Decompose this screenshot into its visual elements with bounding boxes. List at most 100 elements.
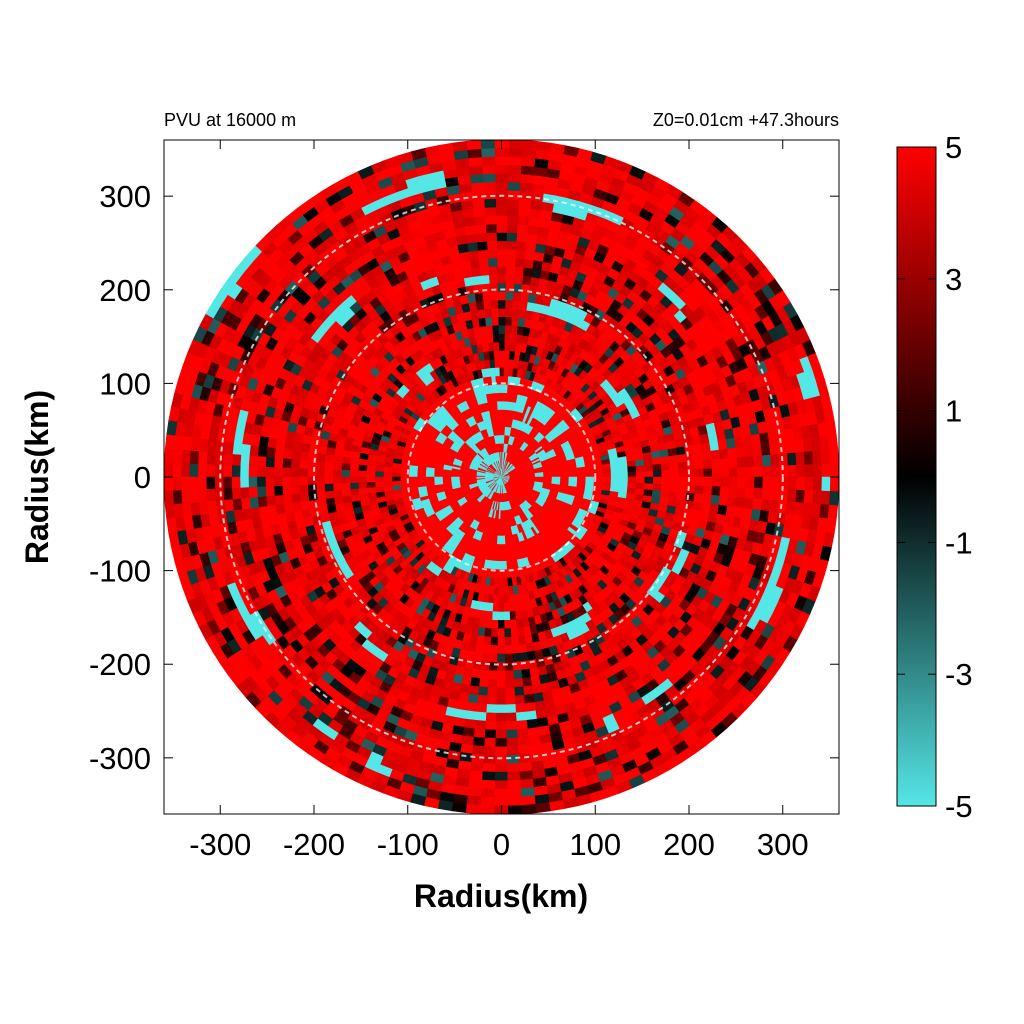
field-cell <box>248 466 258 478</box>
field-cell <box>509 341 516 352</box>
field-cell <box>627 481 637 489</box>
field-cell <box>700 502 712 513</box>
field-cell <box>349 482 359 491</box>
field-cell <box>718 495 729 506</box>
field-cell <box>515 232 528 243</box>
field-cell <box>527 216 541 227</box>
field-cell <box>492 333 500 343</box>
field-cell <box>291 441 303 452</box>
field-cell <box>504 628 512 638</box>
field-cell <box>618 486 628 494</box>
field-cell <box>521 668 532 679</box>
field-cell <box>735 496 746 509</box>
field-cell <box>265 447 276 459</box>
field-cell <box>523 685 534 696</box>
field-cell <box>499 544 504 554</box>
field-cell <box>497 620 506 630</box>
field-cell <box>333 448 344 458</box>
field-cell <box>248 486 259 499</box>
field-cell <box>513 669 524 680</box>
field-cell <box>466 702 479 713</box>
field-cell <box>349 463 359 472</box>
field-cell <box>496 257 507 267</box>
field-cell <box>300 442 311 454</box>
field-cell <box>695 468 705 478</box>
field-cell <box>510 316 519 327</box>
field-cell <box>482 299 492 310</box>
field-cell <box>490 645 499 655</box>
field-cell <box>506 746 520 756</box>
field-cell <box>265 495 276 507</box>
field-cell <box>669 461 679 471</box>
field-cell <box>636 470 646 478</box>
field-cell <box>349 457 360 466</box>
field-cell <box>433 473 443 478</box>
field-cell <box>610 471 620 478</box>
field-cell <box>273 485 284 497</box>
field-cell <box>495 738 508 748</box>
field-cell <box>692 500 703 512</box>
field-cell <box>505 704 517 714</box>
field-cell <box>257 496 268 509</box>
field-cell <box>490 307 499 318</box>
field-cell <box>256 456 267 468</box>
field-cell <box>464 718 477 730</box>
field-cell <box>495 215 508 225</box>
field-cell <box>496 712 507 722</box>
field-cell <box>483 198 497 208</box>
field-cell <box>693 451 704 462</box>
field-cell <box>477 626 486 637</box>
field-cell <box>475 643 485 654</box>
field-cell <box>467 693 479 704</box>
field-cell <box>283 503 294 514</box>
field-cell <box>504 324 512 335</box>
field-cell <box>503 350 510 360</box>
field-cell <box>315 476 325 486</box>
field-cell <box>478 686 489 697</box>
field-cell <box>366 470 376 478</box>
field-cell <box>488 274 498 284</box>
field-cell <box>281 476 292 487</box>
field-cell <box>274 495 285 506</box>
field-cell <box>282 449 293 460</box>
field-cell <box>602 480 612 487</box>
field-cell <box>488 585 495 596</box>
field-cell <box>239 454 250 467</box>
field-cell <box>505 695 517 706</box>
field-cell <box>469 685 480 696</box>
field-cell <box>503 341 511 352</box>
field-cell <box>503 594 510 604</box>
field-cell <box>483 308 492 318</box>
field-cell <box>762 476 772 489</box>
field-cell <box>315 461 326 470</box>
field-cell <box>493 586 500 596</box>
field-cell <box>323 476 334 485</box>
field-cell <box>504 316 512 326</box>
field-cell <box>505 248 517 259</box>
field-cell <box>496 679 507 689</box>
field-cell <box>316 445 328 456</box>
field-cell <box>515 240 527 251</box>
field-cell <box>476 703 488 714</box>
field-cell <box>516 719 529 730</box>
field-cell <box>769 499 780 513</box>
field-cell <box>652 469 663 478</box>
field-cell <box>481 291 491 302</box>
field-cell <box>298 459 309 470</box>
field-cell <box>779 464 789 478</box>
field-cell <box>366 459 377 467</box>
field-cell <box>324 454 335 464</box>
field-cell <box>516 224 529 235</box>
field-cell <box>511 308 520 318</box>
field-cell <box>661 476 671 485</box>
field-cell <box>485 712 497 722</box>
field-cell <box>522 676 533 688</box>
field-cell <box>479 669 490 680</box>
field-cell <box>485 223 497 234</box>
field-cell <box>222 464 233 478</box>
field-cell <box>496 704 507 714</box>
field-cell <box>728 476 739 488</box>
field-cell <box>497 628 506 638</box>
field-cell <box>709 440 720 451</box>
field-cell <box>495 552 501 562</box>
